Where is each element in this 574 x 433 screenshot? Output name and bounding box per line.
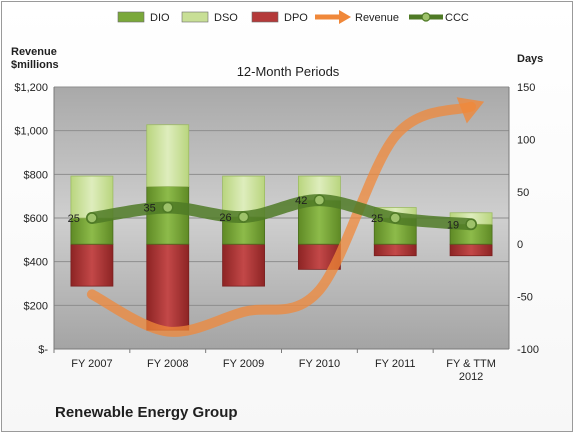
ccc-line [85, 194, 478, 231]
legend-label: CCC [445, 12, 469, 24]
right-tick-label: -100 [517, 344, 539, 356]
bar-series [70, 124, 493, 331]
chart-title: 12-Month Periods [237, 64, 340, 79]
ccc-data-label: 42 [295, 195, 307, 207]
legend-swatch-dio [117, 11, 145, 23]
left-axis-label-line1: Revenue [11, 46, 57, 58]
right-tick-label: 100 [517, 134, 535, 146]
left-tick-label: $- [38, 344, 48, 356]
ccc-marker [86, 212, 98, 224]
category-label: FY 2007 [71, 358, 112, 370]
category-label: FY 2010 [299, 358, 340, 370]
left-tick-label: $1,000 [14, 126, 48, 138]
bar-dpo [222, 243, 265, 287]
bar-dpo [146, 243, 190, 331]
right-tick-label: 150 [517, 82, 535, 94]
revenue-series [86, 97, 485, 337]
footer-title: Renewable Energy Group [55, 404, 238, 421]
right-tick-label: 0 [517, 239, 523, 251]
bar-dio [70, 217, 114, 245]
bar-dso [146, 124, 190, 187]
bar-dpo [449, 243, 493, 257]
left-axis-label-line2: $millions [11, 59, 59, 71]
legend-label: Revenue [355, 12, 399, 24]
legend-label: DPO [284, 12, 308, 24]
ccc-marker [237, 211, 250, 223]
left-tick-label: $200 [24, 300, 48, 312]
bar-dpo [70, 243, 114, 287]
ccc-marker [389, 212, 401, 224]
left-tick-label: $600 [24, 213, 48, 225]
ccc-data-label: 25 [371, 213, 383, 225]
bar-dso [70, 175, 114, 219]
left-tick-label: $1,200 [14, 82, 48, 94]
revenue-arrowhead [456, 97, 485, 124]
ccc-data-label: 19 [447, 219, 459, 231]
ccc-marker [162, 201, 174, 214]
bar-dpo [373, 243, 417, 257]
category-label: FY 2008 [147, 358, 188, 370]
legend: DIO DSO DPO Revenue CCC [117, 10, 469, 24]
ccc-marker [465, 218, 477, 231]
ccc-data-label: 26 [219, 212, 231, 224]
right-axis-label: Days [517, 53, 543, 65]
ccc-marker [313, 194, 326, 206]
legend-label: DIO [150, 12, 170, 24]
right-tick-label: -50 [517, 292, 533, 304]
category-label: FY 2011 [375, 358, 416, 370]
legend-swatch-dso [181, 11, 209, 23]
ccc-data-label: 35 [144, 203, 156, 215]
left-tick-label: $400 [24, 257, 48, 269]
ccc-data-label: 25 [68, 213, 80, 225]
legend-arrowhead [339, 10, 351, 24]
category-label: 2012 [459, 371, 483, 383]
left-tick-label: $800 [24, 169, 48, 181]
category-label: FY & TTM [446, 358, 496, 370]
bar-dio [146, 186, 190, 245]
ccc-series: 25 35 26 42 25 19 [68, 194, 478, 231]
revenue-line [86, 101, 477, 337]
axes: $- $200 $400 $600 $800 $1,000 $1,200 -100 -50 0 50… [14, 82, 539, 383]
category-label: FY 2009 [223, 358, 264, 370]
legend-label: DSO [214, 12, 238, 24]
legend-marker-ccc [421, 12, 431, 22]
right-tick-label: 50 [517, 187, 529, 199]
legend-swatch-dpo [251, 11, 279, 23]
